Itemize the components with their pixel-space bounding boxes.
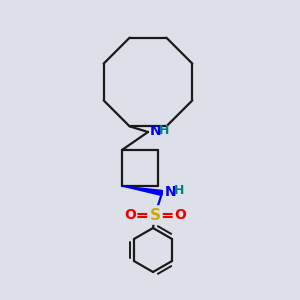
Polygon shape — [122, 186, 162, 196]
Text: H: H — [174, 184, 184, 197]
Text: O: O — [174, 208, 186, 222]
Text: S: S — [149, 208, 161, 223]
Text: O: O — [124, 208, 136, 222]
Text: N: N — [165, 185, 177, 199]
Text: H: H — [159, 124, 169, 136]
Text: N: N — [150, 124, 162, 138]
